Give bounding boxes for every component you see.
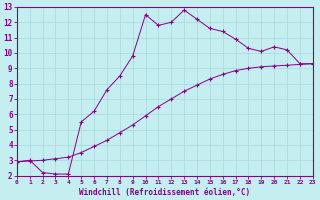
X-axis label: Windchill (Refroidissement éolien,°C): Windchill (Refroidissement éolien,°C) xyxy=(79,188,250,197)
